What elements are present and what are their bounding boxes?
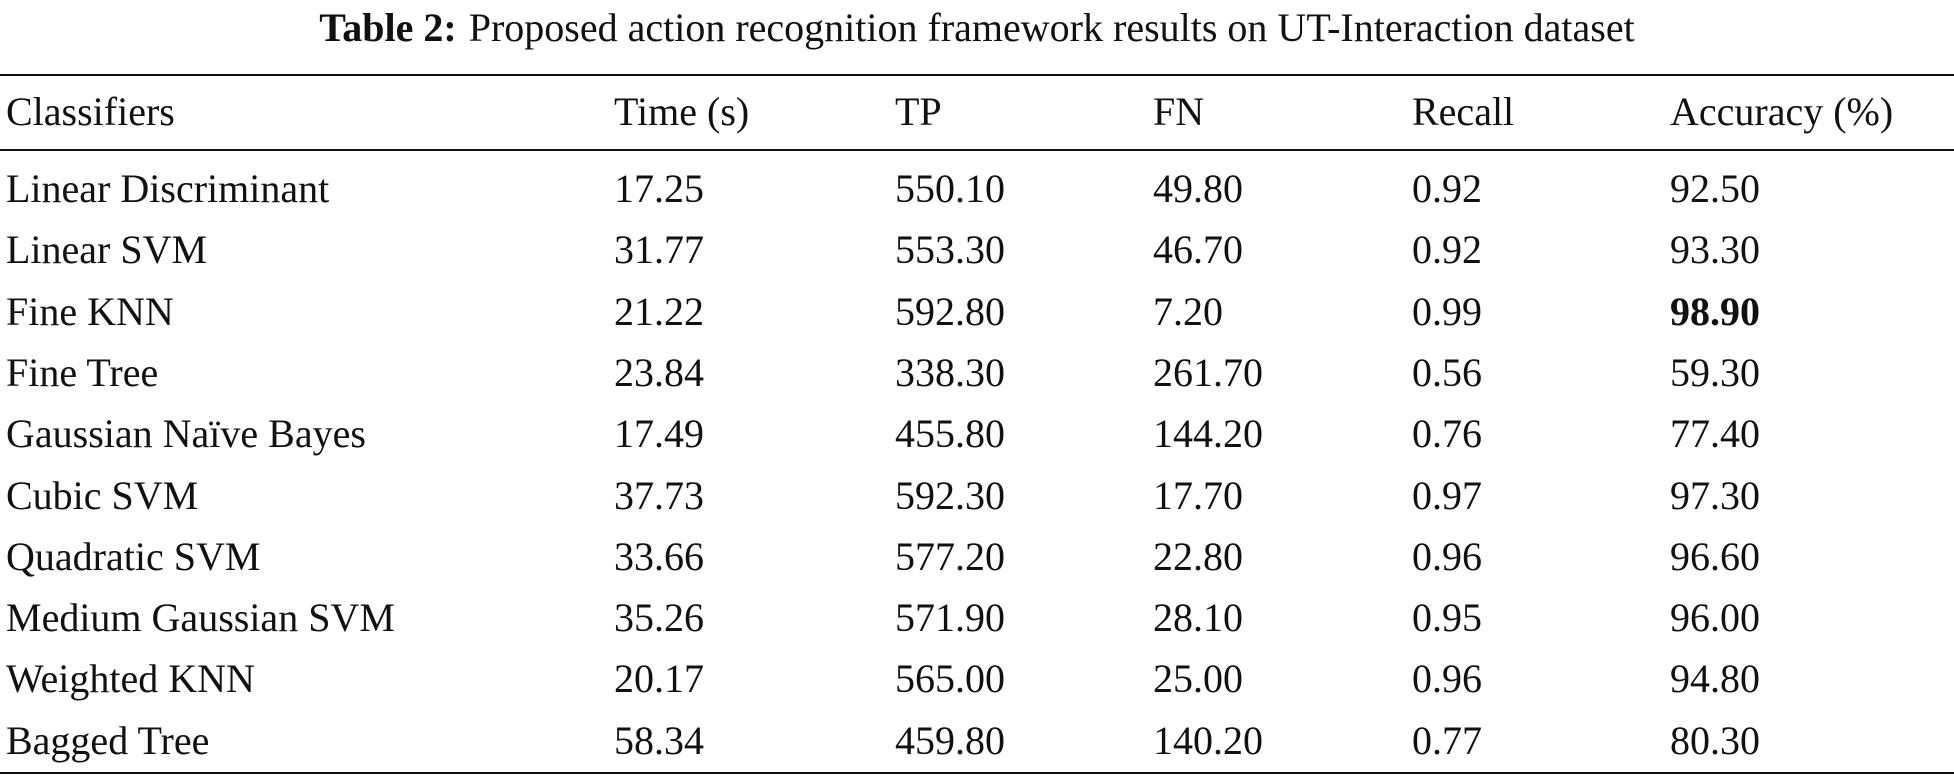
table-cell: 49.80 [1153,166,1243,211]
table-cell: 58.34 [614,717,704,763]
top-rule [0,74,1954,76]
table-cell: 0.92 [1412,227,1482,273]
table-cell: 459.80 [895,717,1005,763]
table-cell: 550.10 [895,166,1005,211]
column-header: FN [1153,89,1205,134]
table-cell: 59.30 [1670,349,1760,395]
table-cell: 0.76 [1412,411,1482,457]
table-cell: 140.20 [1153,717,1263,763]
table-cell: 0.99 [1412,288,1482,334]
table-cell: 22.80 [1153,533,1243,579]
table-cell: 94.80 [1670,656,1760,702]
table-cell: 261.70 [1153,349,1263,395]
row-label: Medium Gaussian SVM [6,595,395,641]
table-cell: 80.30 [1670,717,1760,763]
table-cell: 25.00 [1153,656,1243,702]
row-label: Fine KNN [6,288,174,334]
table-cell: 92.50 [1670,166,1760,211]
table-cell: 97.30 [1670,472,1760,518]
column-header: Accuracy (%) [1670,89,1894,134]
table-cell: 592.80 [895,288,1005,334]
table-cell: 0.96 [1412,656,1482,702]
table-cell: 93.30 [1670,227,1760,273]
row-label: Linear SVM [6,227,208,273]
caption-label: Table 2: [319,5,457,50]
table-cell: 7.20 [1153,288,1223,334]
table-caption: Table 2: Proposed action recognition fram… [0,4,1954,51]
table-cell: 17.49 [614,411,704,457]
table-cell: 96.00 [1670,595,1760,641]
table-cell: 553.30 [895,227,1005,273]
table-cell: 33.66 [614,533,704,579]
row-label: Fine Tree [6,349,159,395]
table-cell: 77.40 [1670,411,1760,457]
row-label: Gaussian Naïve Bayes [6,411,366,457]
table-cell: 0.97 [1412,472,1482,518]
column-header: TP [895,89,942,134]
table-cell: 565.00 [895,656,1005,702]
table-cell: 98.90 [1670,288,1760,334]
table-cell: 0.77 [1412,717,1482,763]
table-cell: 23.84 [614,349,704,395]
table-cell: 592.30 [895,472,1005,518]
row-label: Quadratic SVM [6,533,261,579]
row-label: Cubic SVM [6,472,199,518]
column-header: Classifiers [6,89,175,134]
table-cell: 338.30 [895,349,1005,395]
column-header: Time (s) [614,89,750,134]
caption-text: Proposed action recognition framework re… [468,5,1635,50]
table-cell: 577.20 [895,533,1005,579]
table-cell: 455.80 [895,411,1005,457]
table-cell: 20.17 [614,656,704,702]
table-cell: 31.77 [614,227,704,273]
table-cell: 17.70 [1153,472,1243,518]
row-label: Bagged Tree [6,717,210,763]
table-cell: 96.60 [1670,533,1760,579]
table-cell: 0.92 [1412,166,1482,211]
table-cell: 144.20 [1153,411,1263,457]
table-cell: 46.70 [1153,227,1243,273]
table-cell: 37.73 [614,472,704,518]
row-label: Weighted KNN [6,656,255,702]
bottom-rule [0,772,1954,774]
table-cell: 21.22 [614,288,704,334]
table-cell: 35.26 [614,595,704,641]
row-label: Linear Discriminant [6,166,330,211]
table-cell: 17.25 [614,166,704,211]
table-cell: 571.90 [895,595,1005,641]
table-cell: 0.95 [1412,595,1482,641]
table-cell: 28.10 [1153,595,1243,641]
table-cell: 0.56 [1412,349,1482,395]
header-rule [0,149,1954,151]
table-cell: 0.96 [1412,533,1482,579]
column-header: Recall [1412,89,1515,134]
